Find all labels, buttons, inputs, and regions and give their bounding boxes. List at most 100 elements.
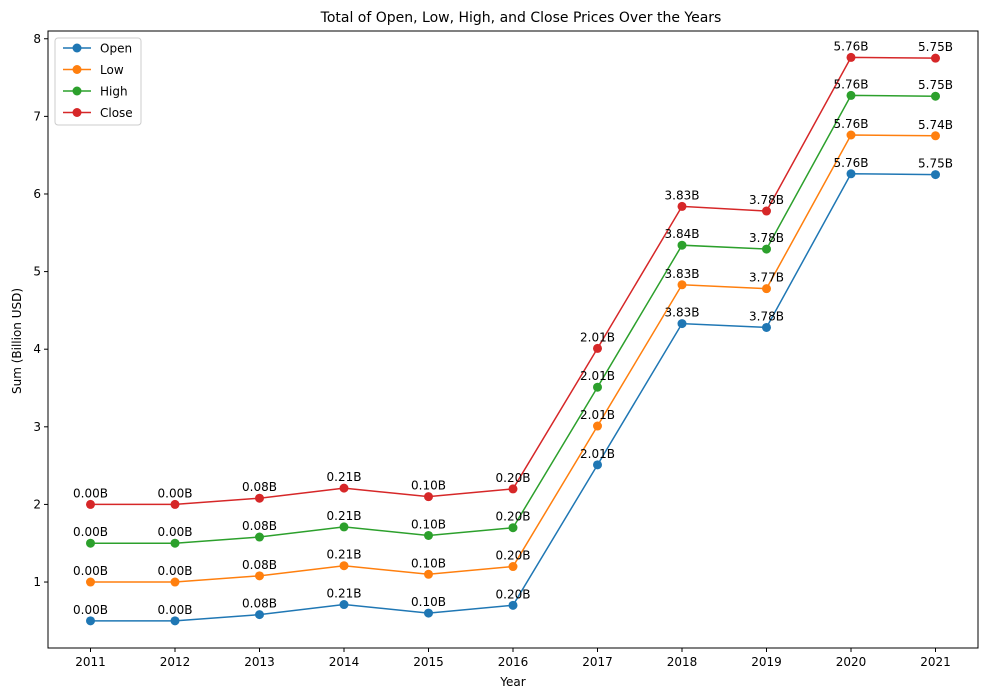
data-point-close <box>86 499 95 509</box>
data-label-close: 5.75B <box>918 40 953 54</box>
data-point-open <box>339 600 349 610</box>
data-label-open: 2.01B <box>580 447 615 461</box>
data-point-high <box>255 532 264 542</box>
x-tick-label: 2020 <box>836 655 867 669</box>
data-label-close: 0.20B <box>496 471 531 485</box>
data-point-high <box>424 530 433 540</box>
data-label-open: 3.78B <box>749 309 784 323</box>
x-tick-label: 2021 <box>920 655 951 669</box>
data-label-low: 5.74B <box>918 118 953 132</box>
data-point-open <box>508 600 518 610</box>
data-point-open <box>424 608 433 618</box>
data-point-close <box>677 201 687 211</box>
data-label-high: 3.78B <box>749 231 784 245</box>
data-point-open <box>255 610 264 620</box>
data-point-open <box>931 170 940 180</box>
data-point-open <box>86 616 95 626</box>
data-point-low <box>86 577 95 587</box>
data-point-high <box>170 538 180 548</box>
data-label-open: 3.83B <box>665 306 700 320</box>
x-tick-label: 2016 <box>498 655 529 669</box>
y-tick-label: 1 <box>33 575 41 589</box>
data-point-close <box>593 343 602 353</box>
y-tick-label: 7 <box>33 109 41 123</box>
data-point-high <box>339 522 349 532</box>
data-label-low: 0.20B <box>496 549 531 563</box>
x-tick-label: 2012 <box>160 655 191 669</box>
data-label-high: 0.08B <box>242 519 277 533</box>
data-label-open: 5.75B <box>918 157 953 171</box>
y-axis-label: Sum (Billion USD) <box>10 288 24 394</box>
data-point-low <box>339 561 349 571</box>
data-label-close: 2.01B <box>580 330 615 344</box>
legend-box <box>54 37 142 126</box>
data-label-high: 2.01B <box>580 369 615 383</box>
data-point-open <box>677 319 687 329</box>
data-point-close <box>931 53 940 63</box>
y-tick-label: 2 <box>33 497 41 511</box>
data-label-close: 0.00B <box>73 486 108 500</box>
data-point-open <box>593 460 602 470</box>
data-point-low <box>593 421 602 431</box>
data-label-open: 0.08B <box>242 597 277 611</box>
data-label-close: 0.08B <box>242 480 277 494</box>
legend-marker-open <box>72 43 82 53</box>
data-point-close <box>424 492 433 502</box>
x-tick-label: 2014 <box>329 655 360 669</box>
data-point-low <box>424 569 433 579</box>
data-label-low: 0.00B <box>158 564 193 578</box>
y-tick-label: 6 <box>33 187 41 201</box>
data-label-high: 3.84B <box>665 227 700 241</box>
x-axis-label: Year <box>499 675 525 689</box>
x-tick-label: 2013 <box>244 655 275 669</box>
data-label-high: 5.75B <box>918 78 953 92</box>
data-point-high <box>508 523 518 533</box>
y-tick-label: 3 <box>33 420 41 434</box>
data-point-low <box>846 130 856 140</box>
data-label-high: 0.00B <box>158 525 193 539</box>
y-tick-label: 4 <box>33 342 41 356</box>
data-label-high: 0.20B <box>496 510 531 524</box>
data-point-close <box>762 206 771 216</box>
data-point-low <box>762 284 771 294</box>
x-tick-label: 2018 <box>667 655 698 669</box>
data-label-close: 5.76B <box>834 39 869 53</box>
data-point-high <box>846 90 856 100</box>
data-point-close <box>170 499 180 509</box>
data-label-open: 0.00B <box>158 603 193 617</box>
data-label-open: 0.10B <box>411 595 446 609</box>
data-label-open: 5.76B <box>834 156 869 170</box>
data-label-high: 5.76B <box>834 77 869 91</box>
data-point-low <box>508 562 518 572</box>
x-tick-label: 2019 <box>751 655 782 669</box>
data-point-low <box>677 280 687 290</box>
data-point-close <box>508 484 518 494</box>
series-line-close <box>90 56 936 506</box>
data-point-high <box>677 240 687 250</box>
plot-area: 2011 2012 2013 2014 2015 2016 2017 2018 2019 2020… <box>33 30 979 669</box>
data-label-low: 0.10B <box>411 556 446 570</box>
legend-marker-close <box>72 108 82 117</box>
legend: Open Low High Close <box>54 37 142 126</box>
data-label-open: 0.20B <box>496 587 531 601</box>
chart-title: Total of Open, Low, High, and Close Pric… <box>320 10 722 26</box>
data-label-open: 0.00B <box>73 603 108 617</box>
data-label-low: 2.01B <box>580 408 615 422</box>
data-point-high <box>593 382 602 392</box>
data-point-open <box>846 169 856 179</box>
data-label-open: 0.21B <box>327 587 362 601</box>
legend-label-close: Close <box>100 106 133 120</box>
data-label-high: 0.21B <box>327 509 362 523</box>
data-point-open <box>170 616 180 626</box>
data-label-close: 3.83B <box>665 188 700 202</box>
legend-label-high: High <box>100 85 128 99</box>
data-label-low: 0.00B <box>73 564 108 578</box>
data-label-high: 0.00B <box>73 525 108 539</box>
data-label-close: 0.10B <box>411 479 446 493</box>
data-label-close: 3.78B <box>749 193 784 207</box>
data-point-close <box>255 493 264 503</box>
data-label-high: 0.10B <box>411 517 446 531</box>
data-label-low: 3.83B <box>665 267 700 281</box>
data-point-close <box>846 52 856 62</box>
y-tick-label: 5 <box>33 265 41 279</box>
